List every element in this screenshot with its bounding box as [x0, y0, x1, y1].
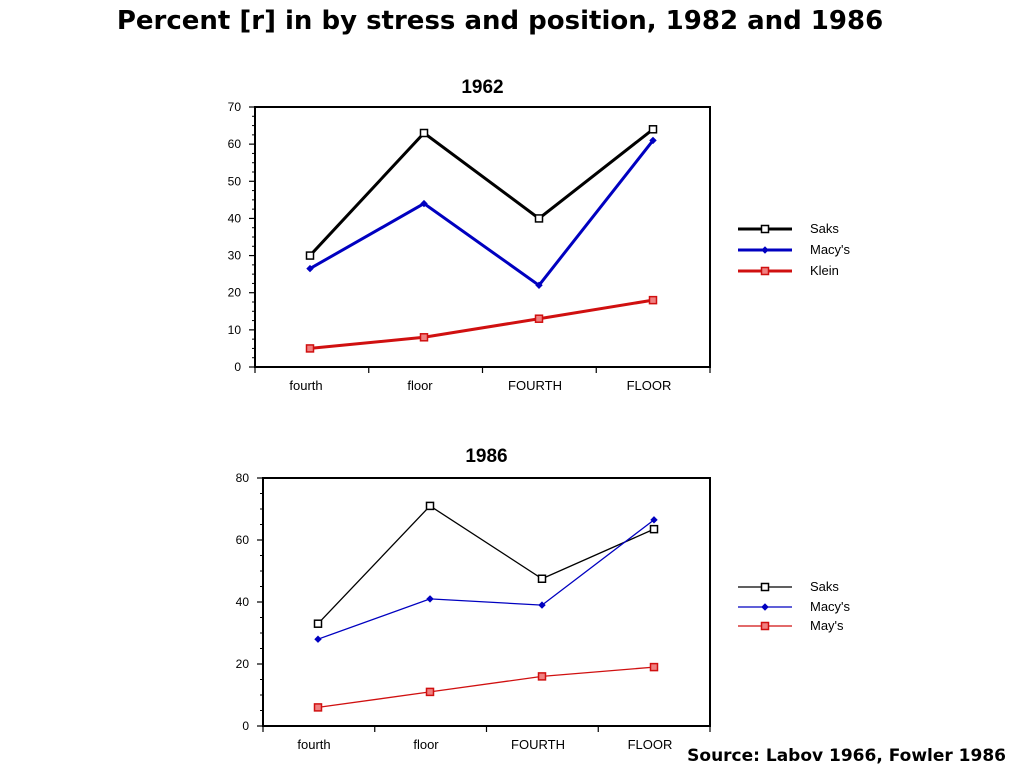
- y-tick-label: 80: [236, 471, 250, 485]
- legend-label: Klein: [810, 263, 839, 278]
- legend-label: Saks: [810, 221, 839, 236]
- y-tick-label: 50: [228, 174, 242, 188]
- legend-marker: [760, 582, 770, 592]
- legend-label: Macy's: [810, 242, 851, 257]
- data-point: [649, 524, 659, 534]
- series-line-saks: [317, 505, 655, 625]
- data-point: [648, 125, 658, 134]
- data-point: [648, 295, 658, 305]
- y-tick-label: 20: [228, 286, 242, 300]
- x-tick-label: fourth: [289, 378, 322, 393]
- data-point: [419, 333, 429, 342]
- data-point: [419, 128, 429, 138]
- series-line-mays: [317, 666, 655, 709]
- chart-1: 1962 0 10 20 30 40 50 60 70 fourth floor FOURTH FLOO…: [228, 77, 851, 393]
- legend-marker: [760, 621, 770, 631]
- x-tick-label: floor: [407, 378, 433, 393]
- legend-label: Saks: [810, 579, 839, 594]
- y-tick-label: 70: [228, 100, 242, 114]
- data-point: [313, 619, 323, 628]
- y-tick-label: 40: [236, 595, 250, 609]
- x-tick-label: FLOOR: [627, 378, 672, 393]
- y-tick-label: 30: [228, 249, 242, 263]
- chart-title: 1962: [461, 77, 503, 98]
- data-point: [314, 635, 322, 643]
- data-point: [650, 516, 658, 524]
- data-point: [313, 703, 323, 712]
- data-point: [305, 344, 315, 353]
- y-tick-label: 60: [236, 533, 250, 547]
- y-tick-label: 0: [234, 360, 241, 374]
- x-tick-label: FOURTH: [511, 737, 565, 752]
- y-tick-label: 60: [228, 137, 242, 151]
- data-point: [538, 601, 546, 609]
- series-line-saks: [308, 128, 654, 257]
- x-tick-label: fourth: [297, 737, 330, 752]
- series-line-macys: [309, 139, 655, 288]
- data-point: [426, 595, 434, 603]
- legend-marker: [761, 603, 769, 611]
- data-point: [537, 672, 547, 681]
- x-tick-label: FOURTH: [508, 378, 562, 393]
- legend-marker: [761, 246, 769, 254]
- legend-marker: [760, 224, 770, 234]
- x-tick-label: floor: [413, 737, 439, 752]
- data-point: [306, 264, 314, 273]
- data-point: [420, 199, 428, 208]
- data-point: [649, 662, 659, 672]
- y-tick-label: 0: [242, 719, 249, 733]
- data-point: [305, 251, 315, 260]
- data-point: [534, 214, 544, 223]
- y-tick-label: 40: [228, 211, 242, 225]
- x-tick-label: FLOOR: [628, 737, 673, 752]
- series-line-klein: [309, 298, 654, 350]
- y-tick-label: 10: [228, 323, 242, 337]
- chart-2: 1986 0 20 40 60 80 fourth floor FOURTH FLOOR Saks M…: [236, 446, 851, 752]
- data-point: [425, 501, 435, 511]
- source-note: Source: Labov 1966, Fowler 1986: [687, 746, 1006, 766]
- y-tick-label: 20: [236, 657, 250, 671]
- page-title: Percent [r] in by stress and position, 1…: [116, 6, 884, 36]
- data-point: [425, 687, 435, 697]
- legend-label: May's: [810, 618, 844, 633]
- data-point: [649, 136, 657, 145]
- chart-title: 1986: [465, 446, 507, 467]
- data-point: [537, 574, 547, 583]
- data-point: [535, 281, 543, 289]
- legend-label: Macy's: [810, 599, 851, 614]
- series-line-macys: [317, 519, 655, 640]
- data-point: [534, 314, 544, 323]
- legend-marker: [760, 266, 770, 276]
